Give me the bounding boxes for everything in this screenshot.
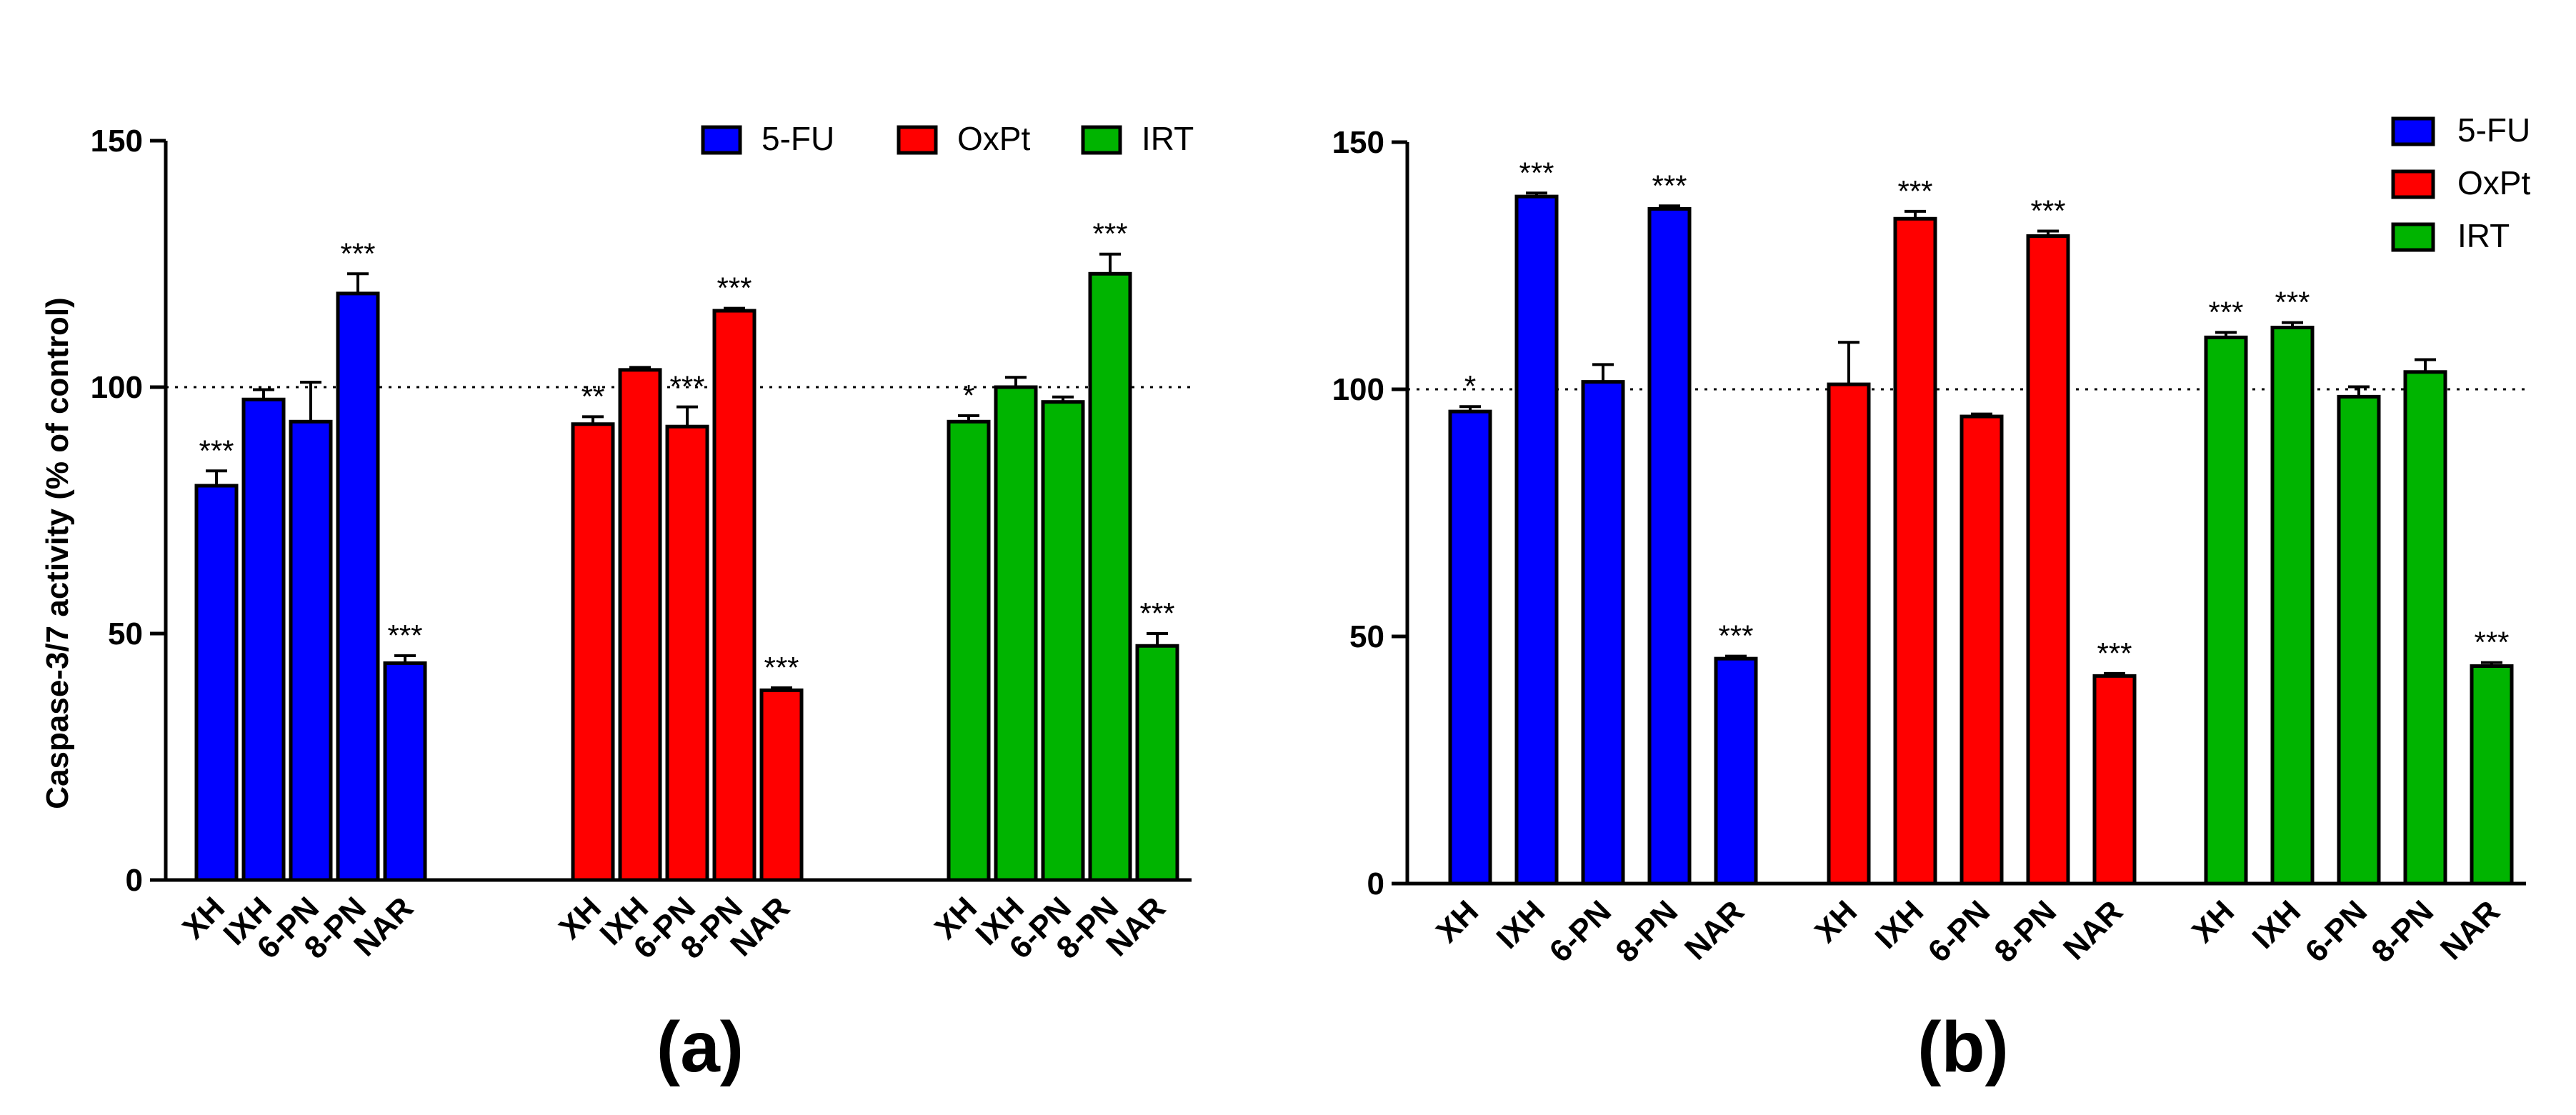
legend-swatch <box>1081 125 1122 155</box>
category-label: 8-PN <box>1609 894 1685 969</box>
significance-label: * <box>1464 369 1476 403</box>
y-tick-label: 100 <box>91 370 143 405</box>
category-label: XH <box>176 890 231 946</box>
category-label: IXH <box>2246 894 2308 956</box>
category-label: 8-PN <box>1988 894 2064 969</box>
y-tick-label: 50 <box>108 616 143 651</box>
category-label: XH <box>2185 894 2241 949</box>
category-label: NAR <box>1678 894 1751 966</box>
legend-label: 5-FU <box>2457 111 2530 149</box>
y-tick-label: 0 <box>1367 866 1384 901</box>
y-tick-label: 50 <box>1349 619 1384 654</box>
bar <box>1088 271 1132 882</box>
significance-label: *** <box>2208 295 2243 329</box>
bar <box>1514 194 1559 886</box>
category-label: NAR <box>2057 894 2130 966</box>
panel-label: (a) <box>657 1007 744 1087</box>
legend-swatch <box>2391 222 2435 252</box>
category-label: XH <box>1429 894 1485 949</box>
y-tick-label: 150 <box>1332 125 1384 160</box>
bar <box>1041 400 1085 882</box>
bar <box>712 309 757 882</box>
category-label: XH <box>552 890 608 946</box>
y-tick-label: 0 <box>126 863 143 898</box>
panel-label: (b) <box>1917 1007 2009 1087</box>
bar <box>1448 409 1492 886</box>
bar <box>1827 382 1871 886</box>
bar <box>194 484 239 882</box>
legend-label: 5-FU <box>762 120 834 157</box>
bar <box>2403 370 2447 886</box>
significance-label: *** <box>2474 626 2509 659</box>
legend-swatch <box>2391 116 2435 146</box>
bar <box>1581 380 1625 886</box>
bar <box>1960 414 2004 886</box>
category-label: 6-PN <box>2299 894 2375 969</box>
bar <box>1714 656 1758 886</box>
bar <box>2337 394 2381 886</box>
legend-label: OxPt <box>957 120 1030 157</box>
significance-label: *** <box>1092 217 1127 251</box>
significance-label: *** <box>764 651 799 684</box>
bar <box>665 424 709 882</box>
significance-label: *** <box>669 370 704 404</box>
significance-label: *** <box>387 619 422 652</box>
bar <box>289 419 333 882</box>
category-label: 6-PN <box>1543 894 1619 969</box>
y-axis-label: Caspase-3/7 activity (% of control) <box>40 297 75 809</box>
bar <box>759 688 804 882</box>
significance-label: *** <box>1897 174 1932 208</box>
significance-label: *** <box>1652 169 1687 202</box>
significance-label: *** <box>340 236 375 270</box>
legend-swatch <box>701 125 742 155</box>
significance-label: *** <box>2275 286 2310 319</box>
significance-label: * <box>963 379 974 412</box>
category-label: IXH <box>1869 894 1931 956</box>
bar <box>994 385 1038 882</box>
bar <box>2270 326 2315 886</box>
significance-label: *** <box>199 434 234 467</box>
significance-label: ** <box>581 379 605 413</box>
legend-label: IRT <box>1142 120 1194 157</box>
bar <box>241 397 286 882</box>
category-label: XH <box>1808 894 1864 949</box>
significance-label: *** <box>1139 596 1174 630</box>
bar <box>571 422 615 882</box>
legend-label: IRT <box>2457 217 2510 254</box>
bar <box>383 661 427 882</box>
significance-label: *** <box>1519 156 1554 189</box>
significance-label: *** <box>2030 194 2065 228</box>
category-label: NAR <box>2434 894 2507 966</box>
significance-label: *** <box>717 271 752 305</box>
category-label: 8-PN <box>2365 894 2441 969</box>
bar <box>336 291 380 882</box>
bar <box>2092 674 2137 886</box>
bar <box>1647 206 1692 886</box>
legend-swatch <box>897 125 938 155</box>
bar <box>2026 234 2070 886</box>
legend-swatch <box>2391 169 2435 199</box>
bar <box>2204 335 2248 886</box>
panel-a-chart: ***XHIXH6-PN***8-PN***NAR**XHIXH***6-PN*… <box>40 120 1194 1087</box>
category-label: 6-PN <box>1922 894 1997 969</box>
category-label: IXH <box>1490 894 1552 956</box>
bar <box>1135 644 1179 882</box>
y-tick-label: 100 <box>1332 372 1384 407</box>
significance-label: *** <box>1718 619 1753 653</box>
bar <box>1893 216 1937 886</box>
category-label: XH <box>928 890 984 946</box>
bar <box>947 419 991 882</box>
y-tick-label: 150 <box>91 124 143 159</box>
significance-label: *** <box>2097 636 2132 670</box>
bar <box>2470 664 2514 886</box>
legend-label: OxPt <box>2457 164 2530 201</box>
bar <box>618 368 662 882</box>
